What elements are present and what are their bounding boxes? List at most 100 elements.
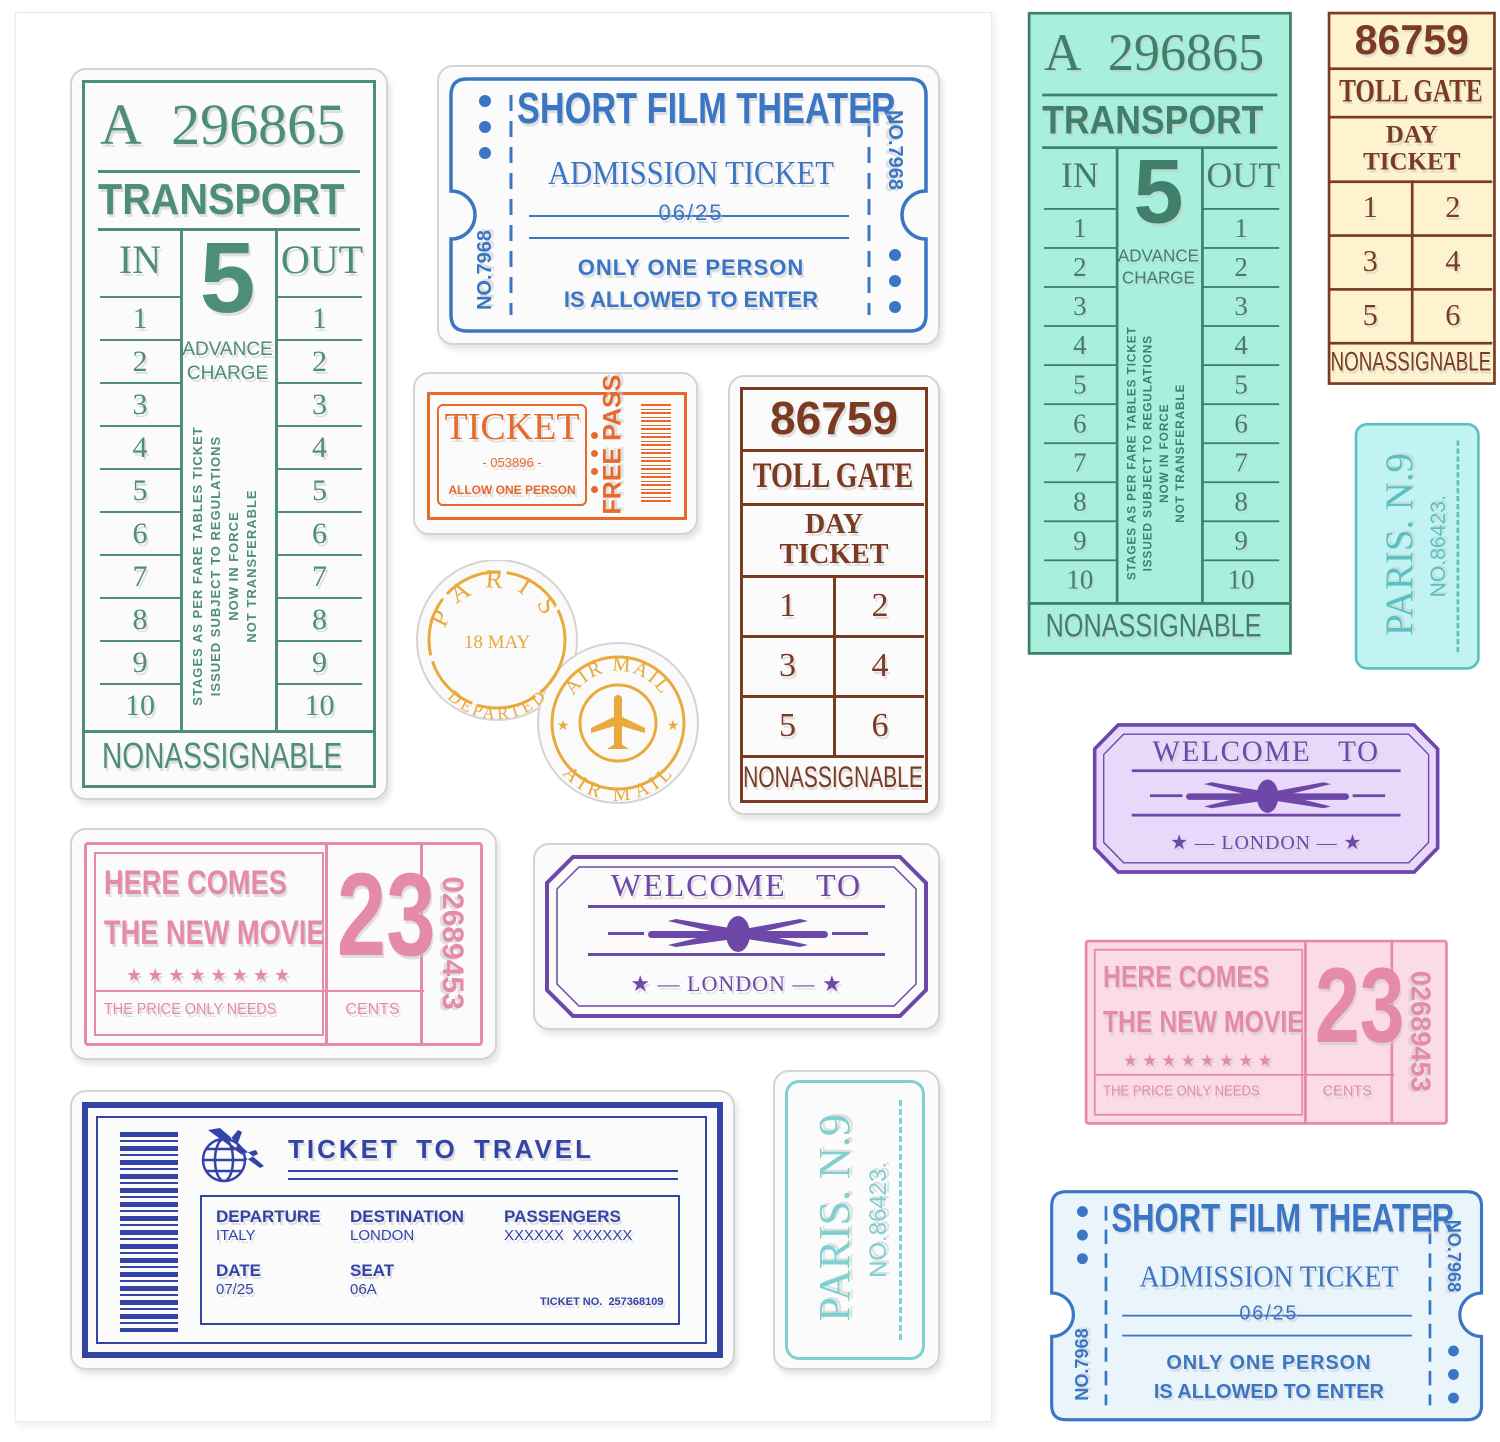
field-label: DATE bbox=[216, 1261, 262, 1280]
field-value: LONDON bbox=[350, 1227, 415, 1244]
price-unit: CENTS bbox=[1322, 1083, 1372, 1100]
row-divider bbox=[1043, 247, 1116, 249]
ticket-note: ALLOW ONE PERSON bbox=[448, 483, 576, 497]
field-value: XXXXXX XXXXXX bbox=[504, 1227, 633, 1244]
divider bbox=[529, 237, 849, 239]
column-divider bbox=[180, 230, 183, 730]
row-divider bbox=[1202, 286, 1280, 288]
out-row-number: 7 bbox=[312, 560, 327, 593]
ticket-title: TRANSPORT bbox=[1042, 98, 1264, 143]
in-row-number: 7 bbox=[132, 560, 148, 593]
ticket-frame bbox=[1050, 1190, 1484, 1422]
zone-number: 5 bbox=[1133, 140, 1184, 243]
ticket-frame bbox=[785, 1080, 925, 1360]
grid-cell: 3 bbox=[1362, 244, 1378, 279]
ticket-number: - 053896 - bbox=[482, 455, 542, 470]
movie-ticket-stamp: HERE COMES THE NEW MOVIE ★★★★★★★★ THE PRICE… bbox=[70, 828, 497, 1060]
perforation-dot bbox=[591, 468, 598, 475]
barcode bbox=[120, 1132, 178, 1332]
ticket-number: 86759 bbox=[770, 392, 898, 444]
terms-text: STAGES AS PER FARE TABLES TICKET ISSUED S… bbox=[189, 411, 265, 721]
row-divider bbox=[1202, 559, 1280, 562]
out-row-number: 2 bbox=[312, 345, 327, 378]
grid-cell: 6 bbox=[1445, 298, 1461, 332]
ticket-title: TRANSPORT bbox=[98, 175, 345, 224]
ticket-title: SHORT FILM THEATER bbox=[1111, 1196, 1455, 1241]
field-label: DESTINATION bbox=[350, 1207, 464, 1226]
toll-gate-ticket-print: 86759 TOLL GATE DAY TICKET 1 2 3 4 5 6 NONASSIGNAB… bbox=[1317, 1, 1500, 396]
divider bbox=[742, 449, 924, 452]
divider bbox=[588, 953, 885, 956]
grid-cell: 1 bbox=[1362, 191, 1378, 225]
ticket-number: NO.7968 bbox=[474, 229, 496, 311]
plane-graphic bbox=[1149, 775, 1386, 816]
ticket-date: 06/25 bbox=[1239, 1301, 1299, 1324]
charge-label: ADVANCE bbox=[182, 339, 273, 360]
divider bbox=[98, 228, 360, 231]
row-divider bbox=[277, 296, 362, 298]
row-divider bbox=[277, 597, 362, 599]
ticket-frame bbox=[84, 842, 483, 1046]
footer-label: NONASSIGNABLE bbox=[1045, 606, 1262, 644]
ticket-frame bbox=[1027, 11, 1292, 655]
field-value: 07/25 bbox=[216, 1281, 254, 1298]
grid-cell: 5 bbox=[779, 707, 796, 744]
airplane-icon bbox=[608, 916, 868, 952]
grid-cell: 5 bbox=[1362, 298, 1378, 332]
ticket-date: 06/25 bbox=[658, 200, 724, 225]
grid-cell: 4 bbox=[1445, 244, 1461, 279]
divider bbox=[1042, 93, 1278, 97]
divider bbox=[1329, 115, 1493, 119]
ticket-title: TOLL GATE bbox=[1339, 72, 1483, 109]
footer-label: NONASSIGNABLE bbox=[101, 735, 343, 776]
ticket-title: TICKET TO TRAVEL bbox=[288, 1134, 595, 1164]
divider bbox=[1042, 146, 1278, 150]
ticket-subtitle: ADMISSION TICKET bbox=[548, 155, 834, 192]
serial-number: 02689453 bbox=[436, 876, 469, 1010]
out-row-number: 5 bbox=[312, 474, 327, 507]
movie-ticket-print: HERE COMES THE NEW MOVIE ★★★★★★★★ THE PRICE… bbox=[1072, 927, 1461, 1137]
postmark-date: 18 MAY bbox=[464, 632, 531, 653]
city-label: PARIS. N.9 bbox=[1377, 453, 1421, 637]
city-name: LONDON bbox=[1221, 830, 1311, 854]
city-line: ★ — LONDON — ★ bbox=[1082, 832, 1450, 852]
in-row-number: 1 bbox=[132, 302, 148, 335]
out-row-number: 1 bbox=[312, 302, 327, 335]
ticket-frame bbox=[427, 392, 687, 520]
divider bbox=[588, 905, 885, 908]
divider bbox=[742, 755, 924, 758]
ticket-subtitle: TICKET bbox=[779, 539, 889, 570]
divider bbox=[1093, 1073, 1395, 1076]
serial-number: A 296865 bbox=[1043, 22, 1265, 82]
field-label: PASSENGERS bbox=[504, 1207, 621, 1226]
perforation-dot bbox=[591, 450, 598, 457]
free-pass-ticket-stamp: TICKET - 053896 - ALLOW ONE PERSON FREE PAS… bbox=[413, 372, 698, 535]
row-divider bbox=[1043, 520, 1116, 523]
star-icon: ★ — bbox=[1170, 830, 1222, 854]
row-divider bbox=[1202, 520, 1280, 523]
admission-line: IS ALLOWED TO ENTER bbox=[563, 287, 819, 312]
in-row-number: 2 bbox=[1073, 252, 1087, 283]
out-row-number: 8 bbox=[312, 603, 327, 636]
side-label: FREE PASS bbox=[598, 374, 627, 515]
in-row-number: 1 bbox=[1073, 213, 1087, 244]
airplane-icon bbox=[591, 695, 645, 749]
out-row-number: 10 bbox=[304, 689, 335, 722]
grid-cell: 1 bbox=[779, 587, 796, 624]
paris-ticket-stamp: PARIS. N.9 NO.86423. bbox=[773, 1070, 940, 1370]
movie-headline: HERE COMES bbox=[104, 864, 287, 902]
divider bbox=[1027, 602, 1290, 605]
divider bbox=[1131, 813, 1401, 817]
ticket-number: NO.7968 bbox=[1072, 1328, 1093, 1401]
row-divider bbox=[1043, 286, 1116, 288]
row-divider bbox=[1043, 364, 1116, 367]
terms-text: STAGES AS PER FARE TABLES TICKET ISSUED S… bbox=[1124, 312, 1192, 593]
dashed-line bbox=[1456, 440, 1460, 653]
terms-line: STAGES AS PER FARE TABLES TICKET bbox=[190, 426, 205, 706]
row-divider bbox=[1043, 403, 1116, 406]
row-divider bbox=[100, 511, 180, 513]
out-row-number: 9 bbox=[312, 646, 327, 679]
column-divider bbox=[1115, 148, 1119, 603]
row-divider bbox=[100, 296, 180, 298]
divider bbox=[98, 170, 360, 173]
